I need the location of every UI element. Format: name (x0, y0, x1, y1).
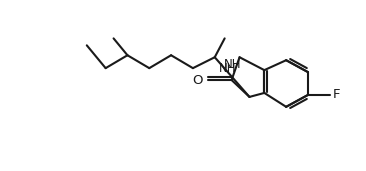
Text: F: F (333, 88, 340, 101)
Text: O: O (193, 74, 203, 87)
Text: NH: NH (219, 62, 236, 75)
Text: NH: NH (224, 58, 242, 71)
